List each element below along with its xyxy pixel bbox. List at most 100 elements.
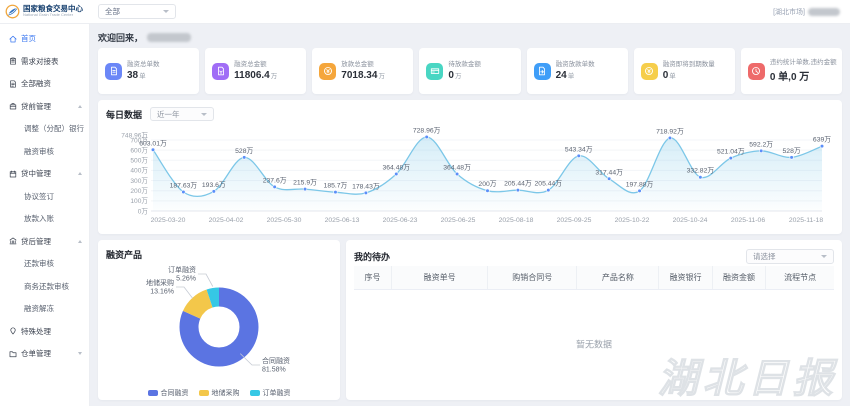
date-range-select[interactable]: 近一年 [150,107,215,121]
svg-text:订单融资: 订单融资 [168,265,196,274]
svg-text:合同融资: 合同融资 [262,356,290,365]
legend-swatch [198,390,209,396]
sidebar-item-label: 贷后管理 [21,236,51,246]
file-out-icon [533,62,551,80]
home-icon [9,35,17,43]
todo-column-2: 购销合同号 [488,266,578,289]
svg-text:592.2万: 592.2万 [749,140,773,148]
stat-card-2: 放款总金额 7018.34万 [312,48,414,94]
legend-label: 订单融资 [262,390,291,397]
svg-text:地储采购: 地储采购 [146,278,174,287]
svg-text:400万: 400万 [130,167,148,175]
legend-item[interactable]: 地储采购 [198,388,240,398]
brand-subtitle: National Grain Trade Center [23,12,74,18]
sidebar-menu: 首页需求对接表全部融资贷前管理调整（分配）银行 融资审核贷中管理协议签订放款入账贷… [0,32,89,360]
svg-text:2025-10-24: 2025-10-24 [673,217,708,224]
sidebar-item-0[interactable]: 首页 [0,32,89,45]
sidebar-item-14[interactable]: 仓单管理 [0,347,89,360]
daily-line-chart: 748.96万 700万 600万 500万 400万 300万 200万 100万 0万 603… [106,123,834,227]
chevron-up-icon [78,239,82,243]
stat-card-value: 0万 [448,70,462,82]
svg-text:317.44万: 317.44万 [595,168,623,176]
todo-column-1: 融资单号 [392,266,489,289]
sidebar: 首页需求对接表全部融资贷前管理调整（分配）银行 融资审核贷中管理协议签订放款入账贷… [0,24,90,406]
todo-title: 我的待办 [354,251,391,262]
svg-text:2025-06-25: 2025-06-25 [441,217,476,224]
stat-card-4: 融资放款单数 24单 [526,48,628,94]
legend-label: 合同融资 [160,390,189,397]
todo-table-header: 序号 融资单号 购销合同号 产品名称 融资银行 融资金额 流程节点 [354,266,834,290]
svg-text:639万: 639万 [813,136,831,144]
svg-text:2025-06-13: 2025-06-13 [325,217,360,224]
stat-card-1: 融资总金额 11806.4万 [205,48,307,94]
financing-products-title: 融资产品 [106,250,143,260]
main-content: 欢迎回来， 融资总单数 38单 融资总金额 11806.4万 放款总金额 7018.34万… [90,24,850,406]
sidebar-item-13[interactable]: 特殊处理 [0,325,89,338]
sidebar-item-5[interactable]: 融资审核 [0,145,89,158]
market-filter-value: 全部 [105,7,120,16]
chevron-down-icon [821,254,827,258]
products-donut-chart: 订单融资 5.26% 地储采购 13.16% 合同融资 81.58% [106,261,332,388]
grain-trade-logo-icon [5,4,20,19]
todo-column-5: 融资金额 [713,266,767,289]
svg-text:528万: 528万 [235,147,253,155]
svg-text:300万: 300万 [130,177,148,185]
legend-item[interactable]: 订单融资 [249,388,291,398]
stat-card-label: 融资总金额 [234,60,267,68]
sidebar-item-2[interactable]: 全部融资 [0,77,89,90]
stat-card-6: 违约统计单数,违约金额 0 单,0 万 [740,48,842,94]
stat-card-label: 融资总单数 [127,60,160,68]
chevron-down-icon [201,112,208,116]
svg-text:2025-04-02: 2025-04-02 [209,217,244,224]
sidebar-item-label: 贷前管理 [21,101,51,111]
sidebar-item-1[interactable]: 需求对接表 [0,55,89,68]
stat-card-label: 待放款金额 [448,60,481,68]
financing-products-panel: 融资产品 订单融资 5.26% 地储采购 13.16% 合同融资 81.58% 合同融资地… [98,240,340,400]
sidebar-item-10[interactable]: 还款审核 [0,257,89,270]
chevron-up-icon [78,172,82,175]
sidebar-item-7[interactable]: 协议签订 [0,190,89,203]
sidebar-item-6[interactable]: 贷中管理 [0,167,89,180]
svg-text:2025-05-30: 2025-05-30 [267,217,302,224]
calendar-icon [9,170,17,178]
sidebar-item-label: 放款入账 [24,214,54,223]
sidebar-item-label: 还款审核 [24,259,54,268]
sidebar-item-8[interactable]: 放款入账 [0,212,89,225]
sidebar-item-label: 贷中管理 [21,169,51,178]
legend-item[interactable]: 合同融资 [147,388,189,398]
user-name-redacted[interactable] [808,7,840,16]
svg-text:185.7万: 185.7万 [324,182,348,190]
date-range-value: 近一年 [157,109,180,119]
todo-panel: 我的待办 请选择 序号 融资单号 购销合同号 产品名称 融资银行 融资金额 流程节点 暂无数… [346,240,842,400]
market-filter-select[interactable]: 全部 [98,4,176,19]
sidebar-item-label: 全部融资 [21,79,51,88]
svg-text:0万: 0万 [138,207,149,215]
sidebar-item-12[interactable]: 融资解冻 [0,302,89,315]
svg-text:364.48万: 364.48万 [443,164,471,172]
todo-filter-select[interactable]: 请选择 [746,248,834,264]
stat-card-value: 11806.4万 [234,70,278,82]
sidebar-item-11[interactable]: 商务还款审核 [0,280,89,293]
doc-icon [9,79,17,88]
svg-text:2025-06-23: 2025-06-23 [383,217,418,224]
welcome-bar: 欢迎回来， [98,30,842,44]
sidebar-item-9[interactable]: 贷后管理 [0,235,89,248]
svg-text:748.96万: 748.96万 [121,131,148,139]
stat-card-label: 融资放款单数 [555,60,595,68]
sidebar-item-label: 仓单管理 [21,349,51,358]
sidebar-item-4[interactable]: 调整（分配）银行 [0,122,89,135]
daily-data-title: 每日数据 [106,109,143,120]
svg-text:728.96万: 728.96万 [413,127,441,135]
stat-cards-row: 融资总单数 38单 融资总金额 11806.4万 放款总金额 7018.34万 待放款金额 0… [98,48,842,94]
stat-card-label: 违约统计单数,违约金额 [769,58,837,66]
sidebar-item-3[interactable]: 贷前管理 [0,100,89,113]
todo-filter-value: 请选择 [753,251,776,261]
brand-logo: 国家粮食交易中心 National Grain Trade Center [0,4,90,19]
pin-icon [9,327,17,335]
sidebar-item-label: 需求对接表 [21,56,59,66]
svg-text:600万: 600万 [130,146,148,154]
stat-card-5: 融资即将到期数量 0单 [633,48,735,94]
svg-text:500万: 500万 [130,157,148,165]
svg-text:200万: 200万 [478,180,496,188]
coin-icon [319,62,337,80]
